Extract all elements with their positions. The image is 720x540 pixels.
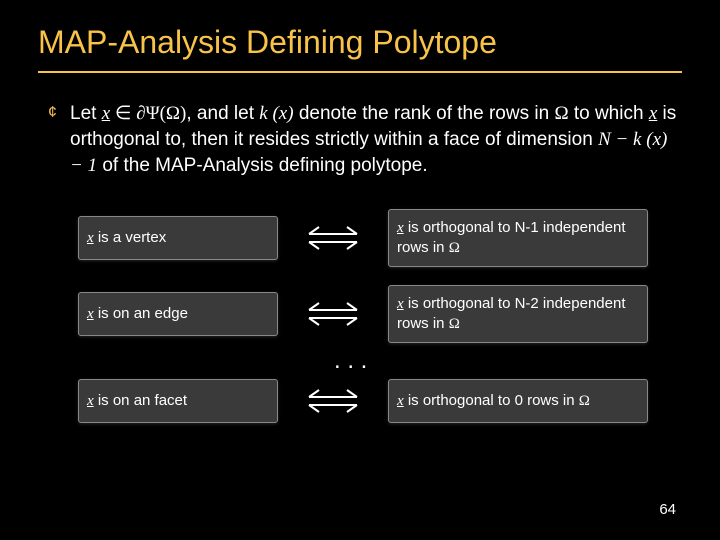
bullet-row: ¢ Let x ∈ ∂Ψ(Ω), and let k (x) denote th… xyxy=(48,101,682,179)
math-kx: k (x) xyxy=(259,103,293,124)
body-area: ¢ Let x ∈ ∂Ψ(Ω), and let k (x) denote th… xyxy=(38,101,682,423)
ellipsis: . . . xyxy=(288,355,648,367)
math-x-box1: x xyxy=(87,230,94,246)
box-left-2: is on an edge xyxy=(94,305,188,322)
iff-icon-3 xyxy=(288,388,378,414)
math-x-box3: x xyxy=(87,393,94,409)
slide-title: MAP-Analysis Defining Polytope xyxy=(38,24,682,73)
math-x-box1r: x xyxy=(397,220,404,236)
math-omega-r3: Ω xyxy=(579,393,590,409)
math-x-2: x xyxy=(649,103,657,124)
math-omega-1: Ω xyxy=(554,103,568,124)
box-left-edge: x is on an edge xyxy=(78,292,278,336)
text-towhich: to which xyxy=(569,103,649,124)
math-omega-r1: Ω xyxy=(449,240,460,256)
box-right-2: is orthogonal to N-2 independent rows in xyxy=(397,295,626,332)
box-left-3: is on an facet xyxy=(94,392,187,409)
math-x-box2r: x xyxy=(397,296,404,312)
box-left-facet: x is on an facet xyxy=(78,379,278,423)
box-right-facet: x is orthogonal to 0 rows in Ω xyxy=(388,379,648,423)
box-right-1: is orthogonal to N-1 independent rows in xyxy=(397,219,626,256)
math-x-box2: x xyxy=(87,306,94,322)
box-right-3: is orthogonal to 0 rows in xyxy=(404,392,579,409)
math-partial: ∈ ∂Ψ(Ω) xyxy=(110,103,186,124)
text-let: Let xyxy=(70,103,96,124)
equivalence-grid: x is a vertex x is orthogonal to N-1 ind… xyxy=(78,209,682,423)
page-number: 64 xyxy=(659,501,676,518)
iff-icon-2 xyxy=(288,301,378,327)
text-ofmap: of the MAP-Analysis defining polytope. xyxy=(97,155,428,176)
slide: MAP-Analysis Defining Polytope ¢ Let x ∈… xyxy=(0,0,720,540)
box-right-vertex: x is orthogonal to N-1 independent rows … xyxy=(388,209,648,267)
bullet-marker: ¢ xyxy=(48,101,70,125)
box-right-edge: x is orthogonal to N-2 independent rows … xyxy=(388,285,648,343)
math-x: x xyxy=(102,103,110,124)
box-left-1: is a vertex xyxy=(94,229,167,246)
bullet-text: Let x ∈ ∂Ψ(Ω), and let k (x) denote the … xyxy=(70,101,682,179)
text-andlet: , and let xyxy=(186,103,254,124)
box-left-vertex: x is a vertex xyxy=(78,216,278,260)
math-omega-r2: Ω xyxy=(449,316,460,332)
math-x-box3r: x xyxy=(397,393,404,409)
text-denote: denote the rank of the rows in xyxy=(294,103,555,124)
iff-icon-1 xyxy=(288,225,378,251)
